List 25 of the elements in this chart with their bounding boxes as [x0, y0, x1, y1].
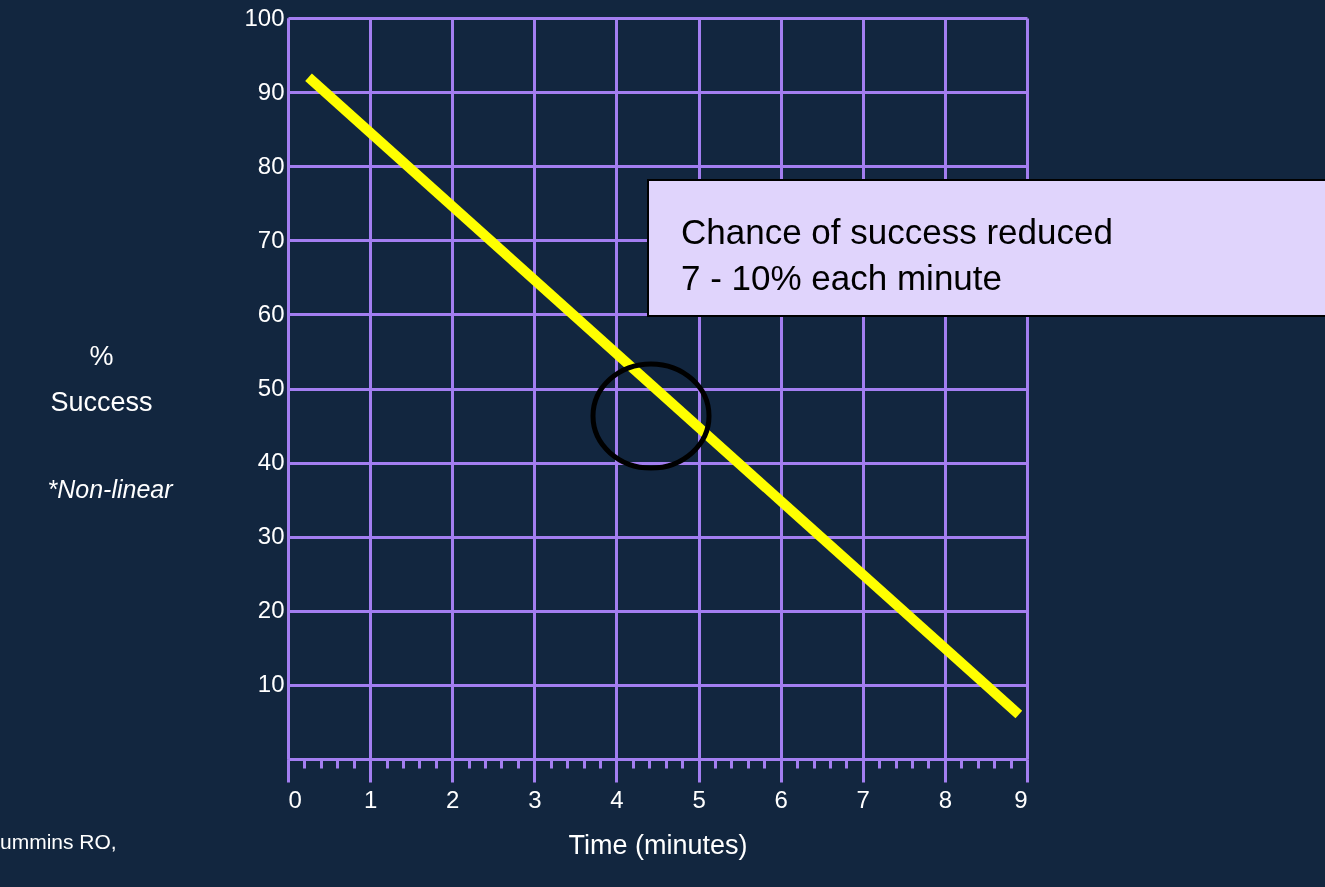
- y-tick-label: 40: [257, 448, 285, 476]
- y-tick-label: 50: [257, 374, 285, 401]
- x-tick-label: 6: [774, 785, 788, 813]
- x-tick-label: 0: [288, 785, 302, 813]
- y-tick-label: 80: [257, 151, 285, 179]
- y-tick-label: 60: [257, 299, 285, 327]
- text: ummins RO,: [0, 830, 117, 853]
- x-tick-label: 8: [938, 785, 953, 813]
- y-tick-label: 20: [257, 596, 285, 624]
- x-tick-label: 5: [692, 785, 706, 813]
- x-tick-label: 9: [1014, 785, 1028, 813]
- x-tick-label: 1: [363, 785, 378, 813]
- x-tick-label: 4: [610, 785, 624, 813]
- y-tick-label: 90: [257, 77, 285, 105]
- y-axis-title: % Success: [50, 340, 153, 417]
- x-tick-label: 2: [446, 785, 460, 813]
- x-axis-title: Time (minutes): [568, 829, 748, 860]
- callout-box: Chance of success reduced 7 - 10% each minute: [647, 179, 1325, 317]
- x-tick-label: 7: [856, 785, 870, 813]
- x-tick-label: 3: [528, 785, 542, 813]
- y-tick-label: 100: [244, 3, 285, 31]
- y-tick-label: 10: [257, 670, 285, 698]
- y-tick-label: 70: [257, 225, 285, 253]
- y-tick-label: 30: [257, 522, 285, 550]
- text: *Non-linear: [47, 475, 175, 503]
